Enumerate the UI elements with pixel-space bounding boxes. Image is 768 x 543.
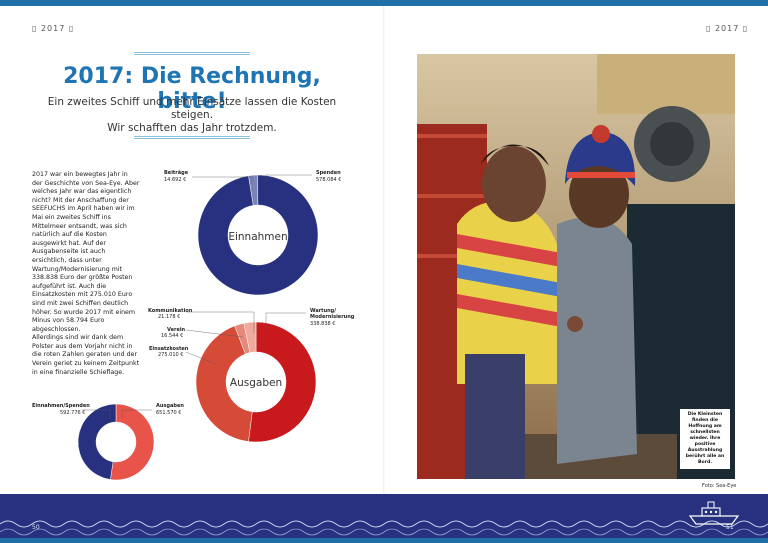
title-rule-top bbox=[134, 52, 250, 55]
running-header-left: ▯ 2017 ▯ bbox=[32, 24, 75, 33]
expenses-donut: Ausgaben Wartung/ Modernisierung 338.838… bbox=[148, 308, 355, 443]
page-subtitle: Ein zweites Schiff und mehr Einsätze las… bbox=[30, 96, 354, 135]
children-photo bbox=[417, 54, 735, 479]
leader-verein bbox=[185, 329, 244, 338]
donut-slice-0-1 bbox=[197, 174, 319, 296]
body-paragraph-1: 2017 war ein bewegtes Jahr in der Geschi… bbox=[32, 171, 140, 333]
label-spenden: Spenden bbox=[316, 170, 341, 176]
value-einsatz: 275.010 € bbox=[158, 352, 183, 358]
photo-caption: Die Kleinsten finden die Hoffnung am sch… bbox=[680, 409, 730, 469]
finance-charts: Einnahmen Beiträge 14.692 € Spenden 578.… bbox=[32, 170, 355, 481]
value-ausgaben: 651.570 € bbox=[156, 410, 181, 416]
donut-slice-2-0 bbox=[110, 403, 155, 481]
body-paragraph-2: Allerdings sind wir dank dem Polster aus… bbox=[32, 334, 140, 376]
top-color-strip bbox=[0, 0, 768, 6]
value-spenden: 578.084 € bbox=[316, 177, 341, 183]
wave-pattern bbox=[0, 520, 768, 543]
photo-credit: Foto: Sea-Eye bbox=[702, 483, 737, 489]
label-ausgaben: Ausgaben bbox=[156, 403, 184, 409]
running-header-right: ▯ 2017 ▯ bbox=[706, 24, 749, 33]
page-number-right: 51 bbox=[726, 524, 734, 531]
label-einnahmen-spenden: Einnahmen/Spenden bbox=[32, 403, 90, 409]
income-slices bbox=[197, 174, 319, 296]
title-rule-bottom bbox=[134, 136, 250, 139]
label-kommunikation: Kommunikation bbox=[148, 308, 193, 314]
footer-band bbox=[0, 494, 768, 543]
value-einnahmen-spenden: 592.776 € bbox=[60, 410, 85, 416]
subtitle-line-2: Wir schafften das Jahr trotzdem. bbox=[107, 122, 277, 134]
value-verein: 16.544 € bbox=[161, 333, 183, 339]
label-einsatz: Einsatzkosten bbox=[149, 346, 189, 352]
page-fold-shadow bbox=[383, 6, 385, 494]
ship-icon bbox=[688, 501, 740, 525]
donut-slice-1-3 bbox=[243, 321, 257, 353]
donut-slice-1-1 bbox=[195, 325, 253, 442]
label-verein: Verein bbox=[167, 327, 186, 333]
expenses-donut-title: Ausgaben bbox=[230, 377, 282, 389]
article-body: 2017 war ein bewegtes Jahr in der Geschi… bbox=[32, 171, 140, 377]
value-wartung: 338.838 € bbox=[310, 321, 335, 327]
value-kommunikation: 21.178 € bbox=[158, 314, 180, 320]
income-donut: Einnahmen Beiträge 14.692 € Spenden 578.… bbox=[164, 170, 341, 296]
income-donut-title: Einnahmen bbox=[228, 231, 287, 243]
label-wartung-1: Wartung/ bbox=[310, 308, 336, 314]
label-wartung-2: Modernisierung bbox=[310, 314, 355, 320]
page-title: 2017: Die Rechnung, bitte! bbox=[63, 64, 321, 114]
balance-slices bbox=[77, 403, 155, 481]
expenses-slices bbox=[195, 321, 317, 443]
donut-slice-1-0 bbox=[248, 321, 317, 443]
balance-donut: Einnahmen/Spenden 592.776 € Ausgaben 651… bbox=[32, 403, 184, 481]
subtitle-line-1: Ein zweites Schiff und mehr Einsätze las… bbox=[47, 96, 337, 121]
value-beitraege: 14.692 € bbox=[164, 177, 186, 183]
donut-slice-2-1 bbox=[77, 403, 117, 480]
label-beitraege: Beiträge bbox=[164, 170, 189, 176]
photo-illustration bbox=[417, 54, 735, 479]
leader-einsatz bbox=[185, 351, 217, 365]
page-number-left: 50 bbox=[32, 524, 40, 531]
